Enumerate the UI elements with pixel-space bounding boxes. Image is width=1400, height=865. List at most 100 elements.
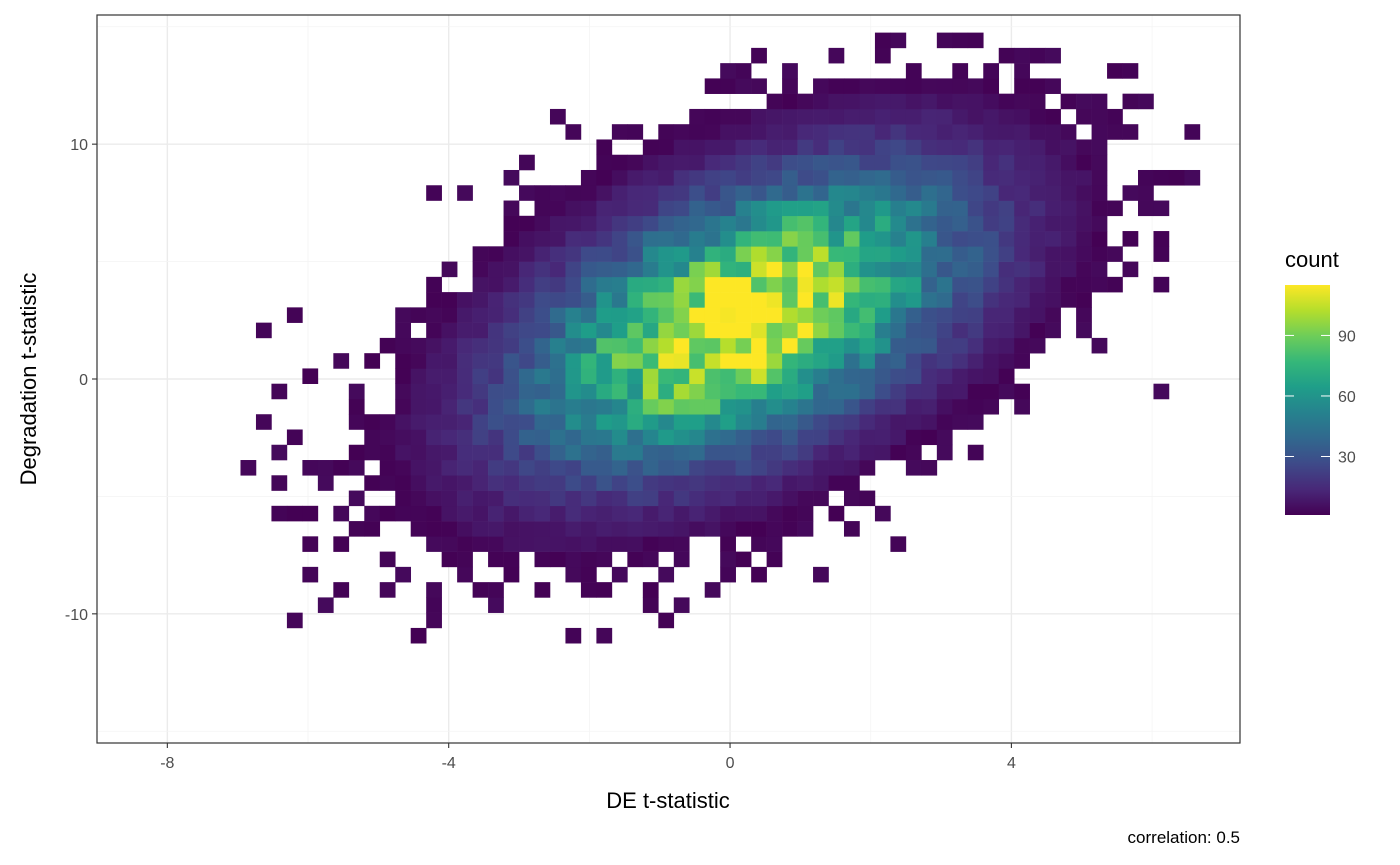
bin-tile: [627, 551, 644, 568]
bin-tile: [704, 521, 721, 537]
bin-tile: [735, 108, 752, 125]
bin-tile: [1014, 307, 1030, 323]
bin-tile: [658, 185, 675, 201]
bin-tile: [751, 261, 767, 278]
bin-tile: [967, 215, 984, 232]
bin-tile: [565, 444, 582, 461]
bin-tile: [627, 353, 644, 369]
bin-tile: [580, 398, 597, 415]
bin-tile: [1014, 292, 1030, 308]
bin-tile: [642, 505, 659, 522]
bin-tile: [859, 322, 876, 339]
bin-tile: [735, 398, 752, 415]
bin-tile: [1091, 337, 1108, 354]
bin-tile: [596, 307, 613, 323]
bin-tile: [1045, 215, 1061, 232]
bin-tile: [1091, 169, 1108, 186]
bin-tile: [426, 337, 442, 354]
bin-tile: [627, 261, 644, 278]
bin-tile: [782, 475, 798, 491]
bin-tile: [503, 521, 520, 537]
bin-tile: [596, 582, 613, 598]
bin-tile: [936, 246, 953, 262]
bin-tile: [627, 475, 644, 491]
bin-tile: [457, 368, 473, 384]
bin-tile: [782, 337, 798, 354]
bin-tile: [580, 536, 597, 552]
bin-tile: [519, 154, 535, 171]
bin-tile: [813, 368, 829, 384]
bin-tile: [596, 139, 613, 156]
bin-tile: [549, 444, 566, 461]
bin-tile: [720, 169, 736, 186]
bin-tile: [921, 124, 938, 140]
bin-tile: [549, 246, 566, 262]
bin-tile: [379, 551, 396, 568]
bin-tile: [720, 536, 736, 552]
bin-tile: [534, 444, 551, 461]
bin-tile: [782, 93, 798, 110]
bin-tile: [720, 490, 736, 507]
bin-tile: [642, 139, 659, 156]
bin-tile: [549, 307, 566, 323]
bin-tile: [952, 215, 969, 232]
bin-tile: [503, 261, 520, 278]
bin-tile: [735, 505, 752, 522]
bin-tile: [720, 383, 736, 400]
bin-tile: [1045, 261, 1061, 278]
bin-tile: [905, 276, 922, 293]
bin-tile: [642, 307, 659, 323]
bin-tile: [797, 246, 814, 262]
bin-tile: [828, 460, 845, 476]
bin-tile: [580, 414, 597, 430]
bin-tile: [503, 505, 520, 522]
bin-tile: [1076, 169, 1092, 186]
bin-tile: [549, 353, 566, 369]
bin-tile: [395, 307, 412, 323]
bin-tile: [519, 292, 535, 308]
bin-tile: [673, 521, 690, 537]
bin-tile: [843, 337, 860, 354]
bin-tile: [720, 337, 736, 354]
bin-tile: [828, 276, 845, 293]
bin-tile: [673, 398, 690, 415]
bin-tile: [534, 261, 551, 278]
bin-tile: [735, 276, 752, 293]
bin-tile: [1076, 322, 1092, 339]
bin-tile: [890, 78, 907, 94]
bin-tile: [549, 276, 566, 293]
bin-tile: [843, 307, 860, 323]
bin-tile: [611, 490, 628, 507]
bin-tile: [890, 124, 907, 140]
bin-tile: [488, 307, 504, 323]
bin-tile: [751, 108, 767, 125]
bin-tile: [627, 215, 644, 232]
bin-tile: [611, 353, 628, 369]
bin-tile: [658, 246, 675, 262]
bin-tile: [410, 414, 427, 430]
bin-tile: [797, 215, 814, 232]
bin-tile: [1045, 200, 1061, 217]
bin-tile: [627, 276, 644, 293]
legend-break-label: 90: [1338, 328, 1356, 345]
bin-tile: [967, 368, 984, 384]
bin-tile: [457, 429, 473, 446]
bin-tile: [751, 398, 767, 415]
bin-tile: [333, 536, 350, 552]
bin-tile: [441, 261, 458, 278]
bin-tile: [472, 475, 489, 491]
bin-tile: [1091, 261, 1108, 278]
bin-tile: [720, 322, 736, 339]
bin-tile: [921, 108, 938, 125]
bin-tile: [642, 521, 659, 537]
bin-tile: [395, 353, 412, 369]
bin-tile: [936, 200, 953, 217]
bin-tile: [503, 276, 520, 293]
bin-tile: [936, 139, 953, 156]
bin-tile: [565, 566, 582, 583]
bin-tile: [874, 246, 891, 262]
bin-tile: [704, 398, 721, 415]
bin-tile: [751, 246, 767, 262]
bin-tile: [611, 505, 628, 522]
bin-tile: [627, 505, 644, 522]
